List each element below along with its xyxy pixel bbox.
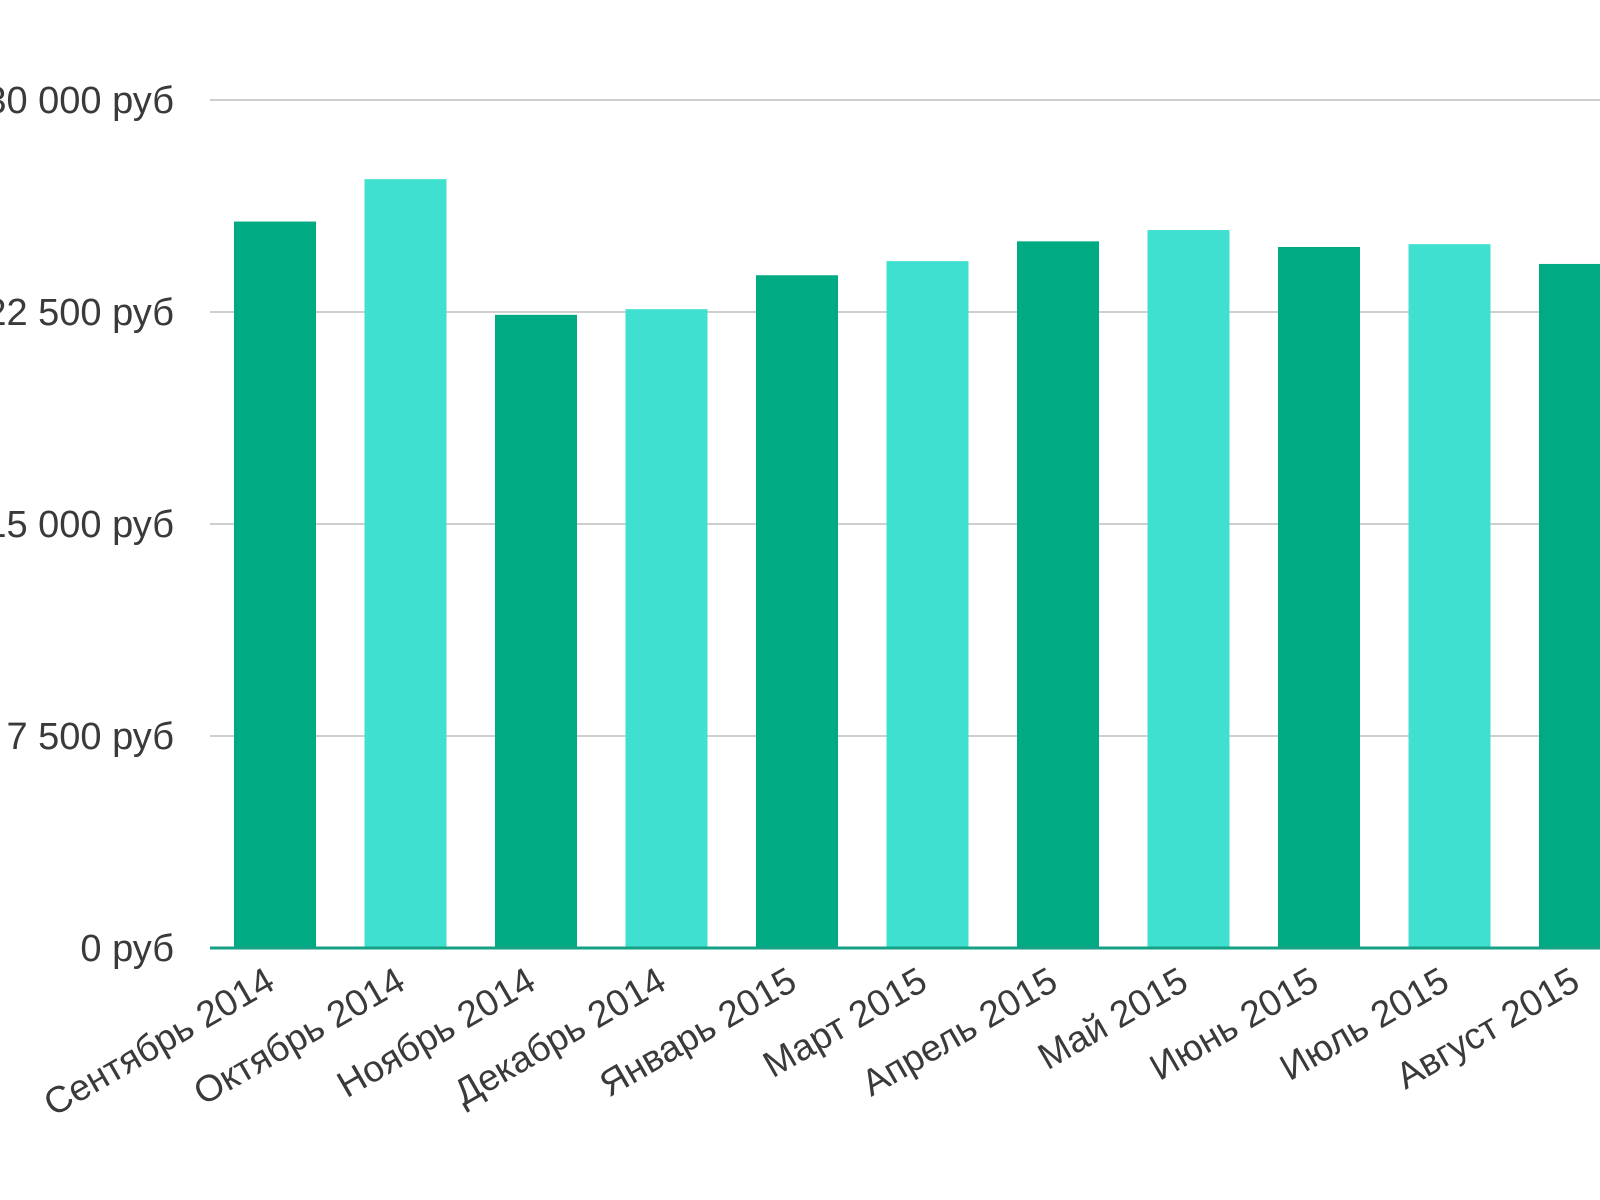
bar [756, 275, 838, 949]
y-tick-label: 15 000 руб [0, 504, 174, 546]
y-tick-label: 30 000 руб [0, 80, 174, 122]
bar [364, 179, 447, 948]
y-tick-label: 22 500 руб [0, 292, 174, 334]
bar [886, 261, 969, 948]
y-tick-label: 7 500 руб [6, 716, 174, 758]
bar [1147, 230, 1230, 948]
bar [1408, 244, 1491, 948]
x-tick-label: Сентябрь 2014 [37, 959, 281, 1124]
bar [495, 314, 577, 948]
bars [234, 179, 1600, 949]
y-tick-labels: 0 руб 7 500 руб 15 000 руб 22 500 руб 30 000… [0, 80, 174, 970]
bar [1017, 241, 1099, 949]
y-tick-label: 0 руб [80, 928, 174, 970]
bar [234, 221, 316, 949]
bar [1278, 246, 1360, 948]
bar [625, 309, 708, 948]
bar [1539, 263, 1600, 948]
